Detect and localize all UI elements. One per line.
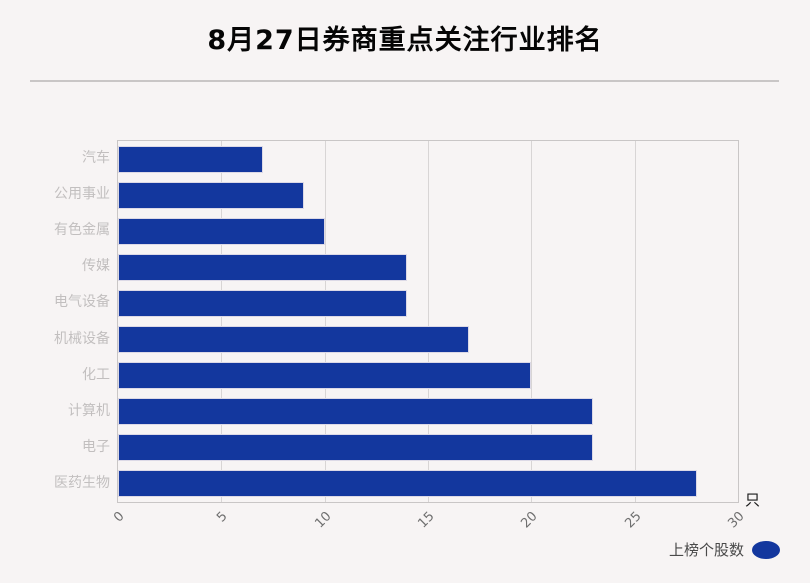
bar-计算机 <box>118 398 594 426</box>
legend: 上榜个股数 <box>669 539 780 560</box>
x-tick-label: 0 <box>111 509 128 526</box>
bar-传媒 <box>118 253 408 281</box>
gridline <box>634 141 636 502</box>
title-divider <box>30 80 779 82</box>
x-tick-label: 15 <box>415 509 438 532</box>
x-tick-label: 10 <box>311 509 335 532</box>
bar-电子 <box>118 434 594 462</box>
category-label: 电气设备 <box>54 294 110 311</box>
bar-医药生物 <box>118 470 697 498</box>
x-tick-label: 20 <box>518 509 541 532</box>
bar-公用事业 <box>118 181 304 209</box>
page-title: 8月27日券商重点关注行业排名 <box>207 25 603 56</box>
category-label: 电子 <box>82 438 110 455</box>
axis-unit-label: 只 <box>745 491 761 509</box>
bar-机械设备 <box>118 326 470 354</box>
gridline <box>221 141 223 502</box>
bar-电气设备 <box>118 289 408 317</box>
legend-swatch-ellipse-icon <box>752 540 780 559</box>
bar-汽车 <box>118 145 263 173</box>
bar-化工 <box>118 362 532 390</box>
category-axis-labels: 汽车公用事业有色金属传媒电气设备机械设备化工计算机电子医药生物 <box>0 140 110 501</box>
gridline <box>324 141 326 502</box>
bar-chart-plot-area <box>117 140 739 503</box>
x-tick-label: 5 <box>214 509 231 526</box>
category-label: 有色金属 <box>54 222 110 239</box>
category-label: 医药生物 <box>54 474 110 491</box>
category-label: 机械设备 <box>54 330 110 347</box>
gridline <box>531 141 533 502</box>
category-label: 计算机 <box>68 402 110 419</box>
category-label: 化工 <box>82 366 110 383</box>
x-tick-label: 25 <box>621 509 645 532</box>
legend-label: 上榜个股数 <box>668 541 744 559</box>
category-label: 传媒 <box>82 258 110 275</box>
category-label: 汽车 <box>82 150 110 167</box>
category-label: 公用事业 <box>54 186 110 203</box>
bar-有色金属 <box>118 217 325 245</box>
gridline <box>428 141 429 502</box>
